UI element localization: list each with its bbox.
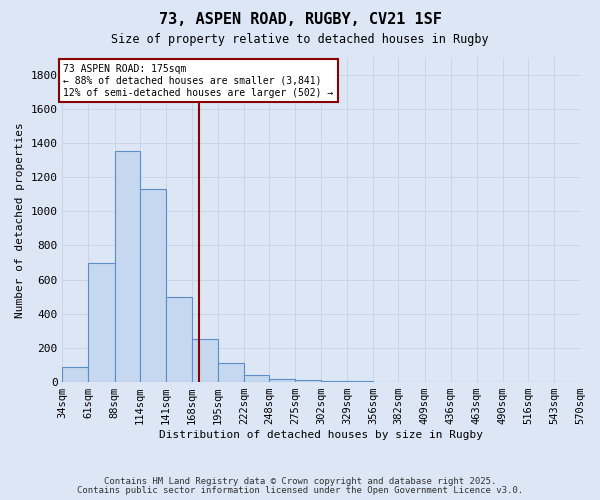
Y-axis label: Number of detached properties: Number of detached properties: [15, 122, 25, 318]
Bar: [244, 375, 269, 382]
Bar: [192, 338, 218, 382]
Bar: [140, 189, 166, 382]
Bar: [295, 380, 321, 382]
Bar: [321, 381, 347, 382]
Text: Contains HM Land Registry data © Crown copyright and database right 2025.: Contains HM Land Registry data © Crown c…: [104, 477, 496, 486]
Bar: [62, 366, 88, 382]
Text: Contains public sector information licensed under the Open Government Licence v3: Contains public sector information licen…: [77, 486, 523, 495]
Bar: [88, 262, 115, 382]
Text: 73 ASPEN ROAD: 175sqm
← 88% of detached houses are smaller (3,841)
12% of semi-d: 73 ASPEN ROAD: 175sqm ← 88% of detached …: [64, 64, 334, 98]
Text: Size of property relative to detached houses in Rugby: Size of property relative to detached ho…: [111, 32, 489, 46]
Bar: [269, 378, 295, 382]
X-axis label: Distribution of detached houses by size in Rugby: Distribution of detached houses by size …: [159, 430, 483, 440]
Bar: [347, 381, 373, 382]
Bar: [166, 296, 192, 382]
Text: 73, ASPEN ROAD, RUGBY, CV21 1SF: 73, ASPEN ROAD, RUGBY, CV21 1SF: [158, 12, 442, 28]
Bar: [115, 152, 140, 382]
Bar: [218, 364, 244, 382]
